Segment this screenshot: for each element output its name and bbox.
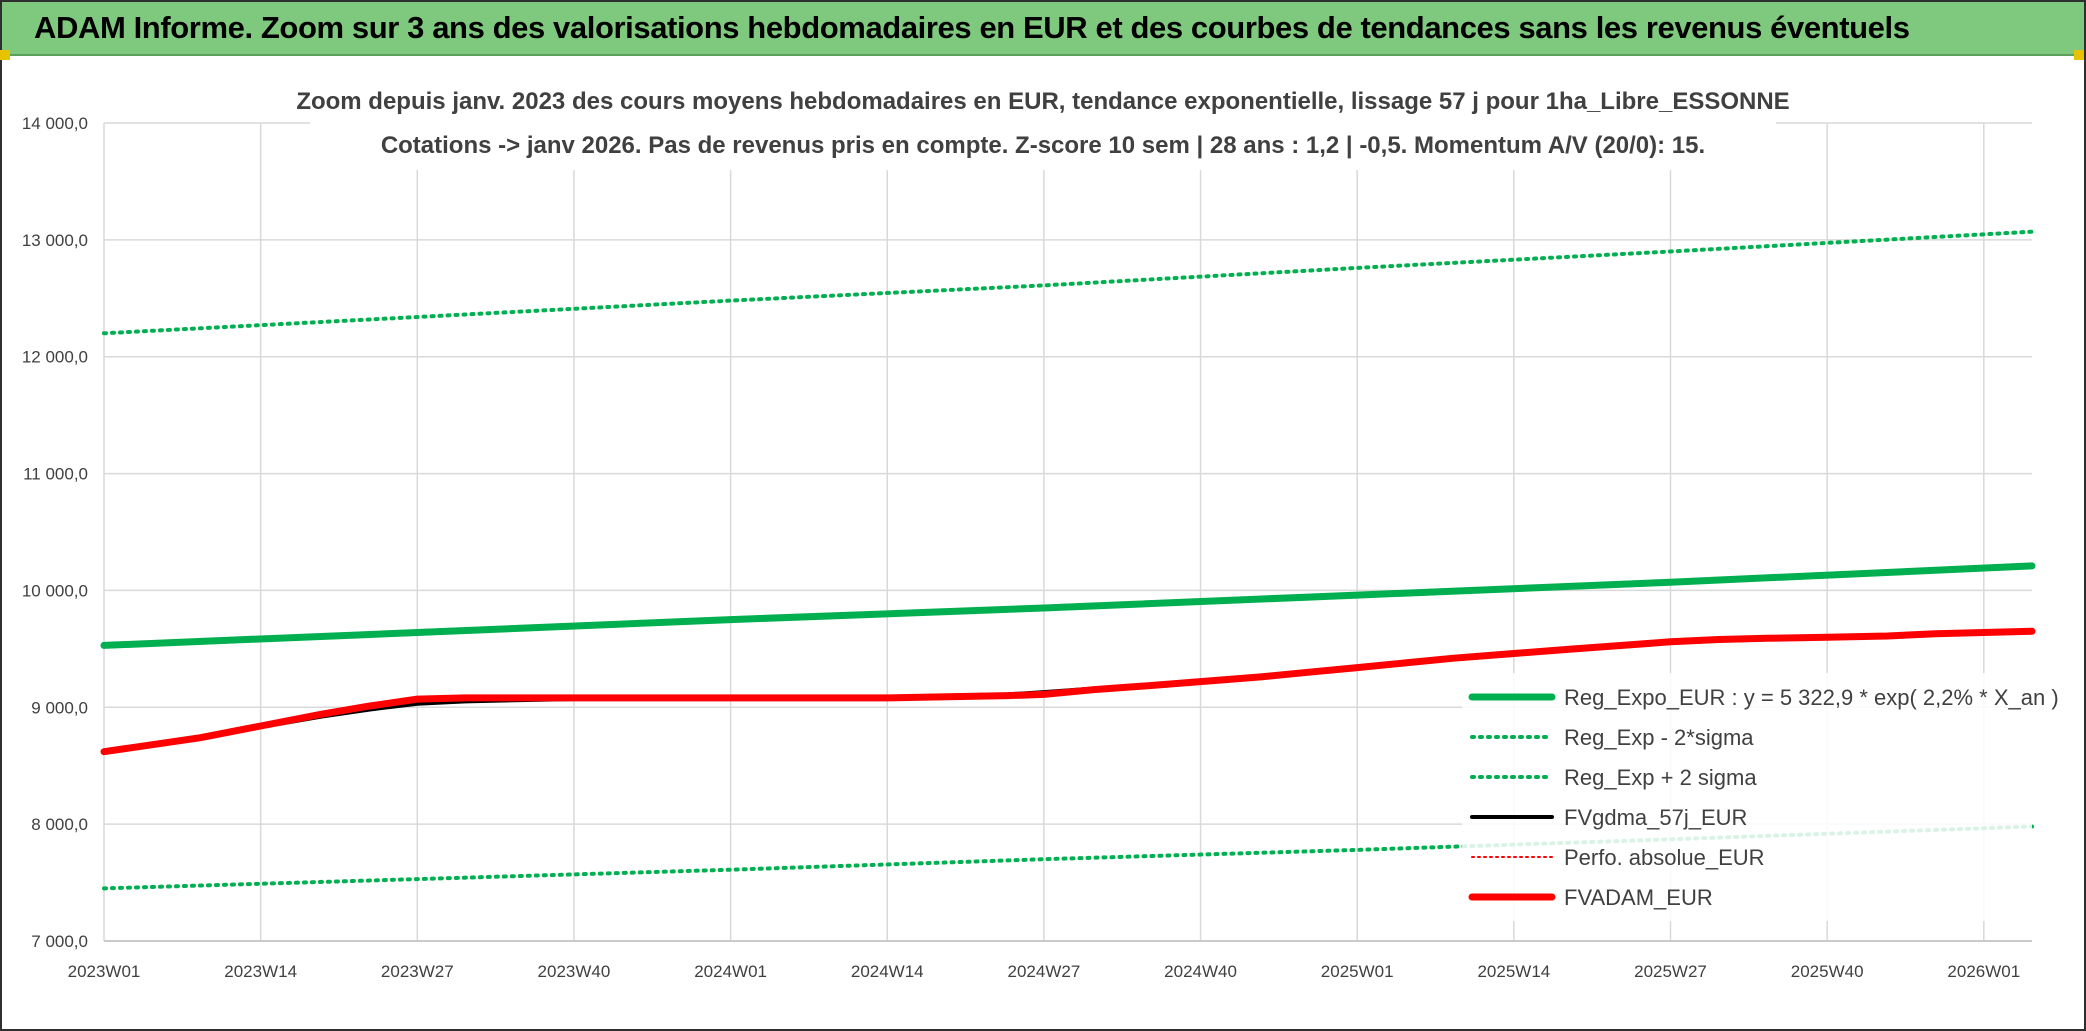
- x-tick-label: 2025W27: [1634, 962, 1707, 981]
- y-tick-label: 9 000,0: [31, 698, 88, 717]
- chart-title-area: [310, 80, 1776, 170]
- y-tick-label: 10 000,0: [22, 581, 88, 600]
- y-tick-label: 11 000,0: [23, 465, 88, 484]
- report-title: ADAM Informe. Zoom sur 3 ans des valoris…: [34, 10, 1910, 45]
- x-tick-label: 2024W27: [1008, 962, 1081, 981]
- legend-background: [1462, 673, 2032, 921]
- legend-label: FVgdma_57j_EUR: [1564, 805, 1747, 830]
- legend-label: Reg_Exp + 2 sigma: [1564, 765, 1757, 790]
- x-tick-label: 2023W01: [68, 962, 141, 981]
- chart-title-background: [310, 80, 1776, 170]
- x-tick-label: 2023W40: [538, 962, 611, 981]
- legend-label: FVADAM_EUR: [1564, 885, 1713, 910]
- y-tick-label: 14 000,0: [22, 114, 88, 133]
- y-tick-label: 12 000,0: [22, 348, 88, 367]
- legend-label: Reg_Expo_EUR : y = 5 322,9 * exp( 2,2% *…: [1564, 685, 2059, 710]
- corner-mark-top-right: [2074, 50, 2084, 60]
- x-tick-label: 2023W14: [224, 962, 297, 981]
- legend-label: Perfo. absolue_EUR: [1564, 845, 1765, 870]
- x-tick-label: 2024W01: [694, 962, 767, 981]
- chart-title-line-2: Cotations -> janv 2026. Pas de revenus p…: [381, 132, 1705, 159]
- x-tick-label: 2024W14: [851, 962, 924, 981]
- series-line-0: [100, 562, 2036, 649]
- series-line-2: [102, 229, 2034, 336]
- chart-title-line-1: Zoom depuis janv. 2023 des cours moyens …: [296, 88, 1789, 115]
- series-line-5: [100, 627, 2036, 756]
- y-axis-tick-labels: 7 000,0 8 000,0 9 000,0 10 000,0 11 000,0 12 …: [22, 114, 88, 951]
- y-tick-label: 7 000,0: [31, 932, 88, 951]
- y-tick-label: 8 000,0: [31, 815, 88, 834]
- y-tick-label: 13 000,0: [22, 231, 88, 250]
- x-tick-label: 2026W01: [1947, 962, 2020, 981]
- report-banner: ADAM Informe. Zoom sur 3 ans des valoris…: [2, 2, 2084, 56]
- x-tick-label: 2025W40: [1791, 962, 1864, 981]
- x-axis-tick-labels: 2023W01 2023W14 2023W27 2023W40 2024W01 2024W…: [68, 962, 2021, 981]
- corner-mark-top-left: [0, 50, 10, 60]
- x-tick-label: 2024W40: [1164, 962, 1237, 981]
- legend-label: Reg_Exp - 2*sigma: [1564, 725, 1754, 750]
- x-tick-label: 2025W14: [1477, 962, 1550, 981]
- x-tick-label: 2023W27: [381, 962, 454, 981]
- grid-lines: [103, 122, 2032, 942]
- legend: Reg_Expo_EUR : y = 5 322,9 * exp( 2,2% *…: [1462, 673, 2059, 921]
- x-tick-label: 2025W01: [1321, 962, 1394, 981]
